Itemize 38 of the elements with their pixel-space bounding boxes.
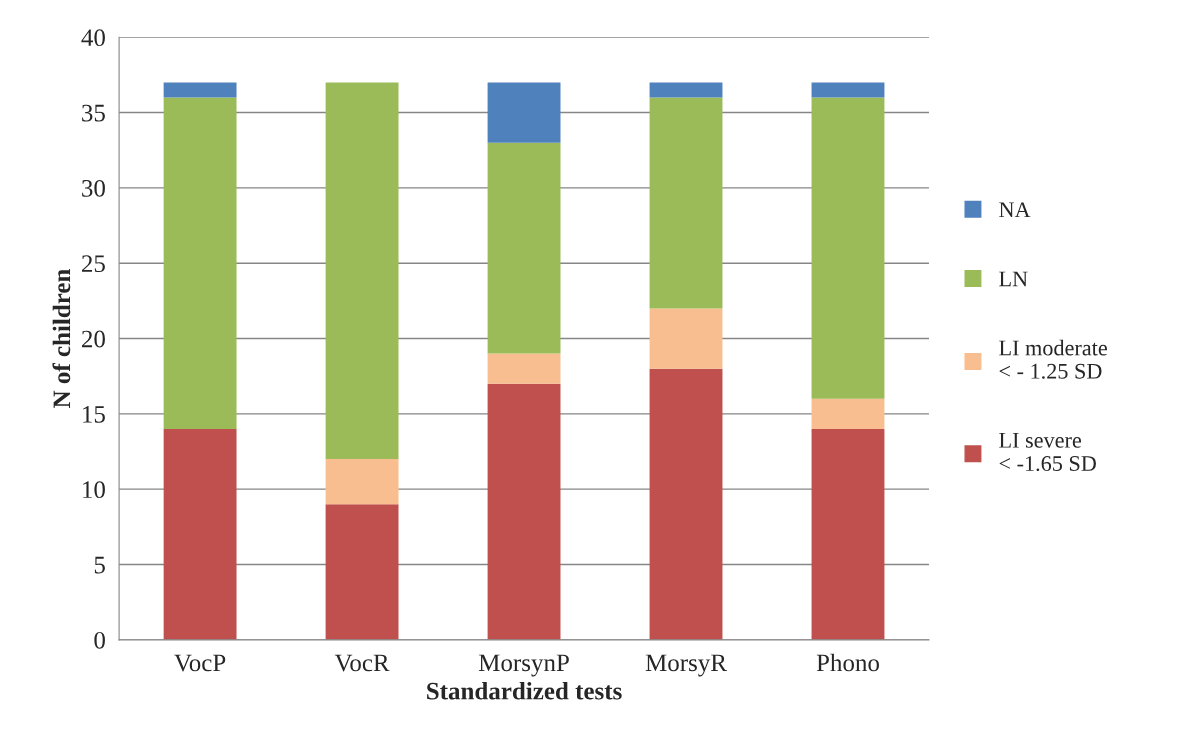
bar: [163, 82, 237, 98]
bar: [811, 97, 885, 399]
bar: [487, 383, 561, 640]
y-tick-label: 15: [83, 406, 105, 423]
y-tick-label: 30: [82, 179, 105, 197]
legend-label: NA: [999, 202, 1031, 218]
bar: [487, 142, 561, 354]
bar: [325, 504, 399, 640]
bar: [649, 97, 723, 309]
bar: [487, 82, 561, 143]
bar: [811, 428, 885, 640]
y-axis-title: N of children: [52, 268, 71, 408]
y-tick-label: 25: [82, 255, 105, 273]
x-axis-title: Standardized tests: [427, 681, 622, 700]
bar: [487, 353, 561, 384]
y-tick-label: 5: [94, 556, 105, 574]
y-tick-label: 20: [82, 330, 105, 348]
bar: [811, 398, 885, 429]
bar: [163, 97, 237, 429]
legend-label: LN: [999, 271, 1028, 287]
y-tick-label: 0: [94, 631, 105, 649]
bar: [163, 428, 237, 640]
x-tick-label: MorsyR: [645, 654, 727, 677]
bar: [811, 82, 885, 98]
bar: [325, 459, 399, 505]
x-tick-label: VocR: [334, 654, 390, 672]
bar: [325, 82, 399, 460]
bar: [649, 82, 723, 98]
y-tick-label: 10: [83, 481, 105, 499]
y-tick-label: 35: [82, 104, 105, 122]
bar: [649, 368, 723, 640]
x-tick-label: Phono: [816, 653, 879, 672]
x-tick-label: MorsynP: [478, 654, 569, 677]
legend-label: LI severe < -1.65 SD: [999, 433, 1096, 472]
y-tick-label: 40: [81, 29, 105, 47]
legend-label: LI moderate < - 1.25 SD: [999, 339, 1107, 379]
bar: [649, 308, 723, 369]
x-tick-label: VocP: [174, 654, 226, 672]
